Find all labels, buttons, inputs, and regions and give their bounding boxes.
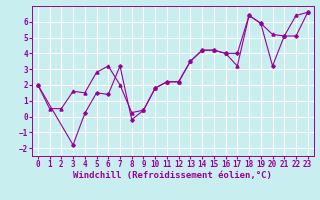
X-axis label: Windchill (Refroidissement éolien,°C): Windchill (Refroidissement éolien,°C) xyxy=(73,171,272,180)
